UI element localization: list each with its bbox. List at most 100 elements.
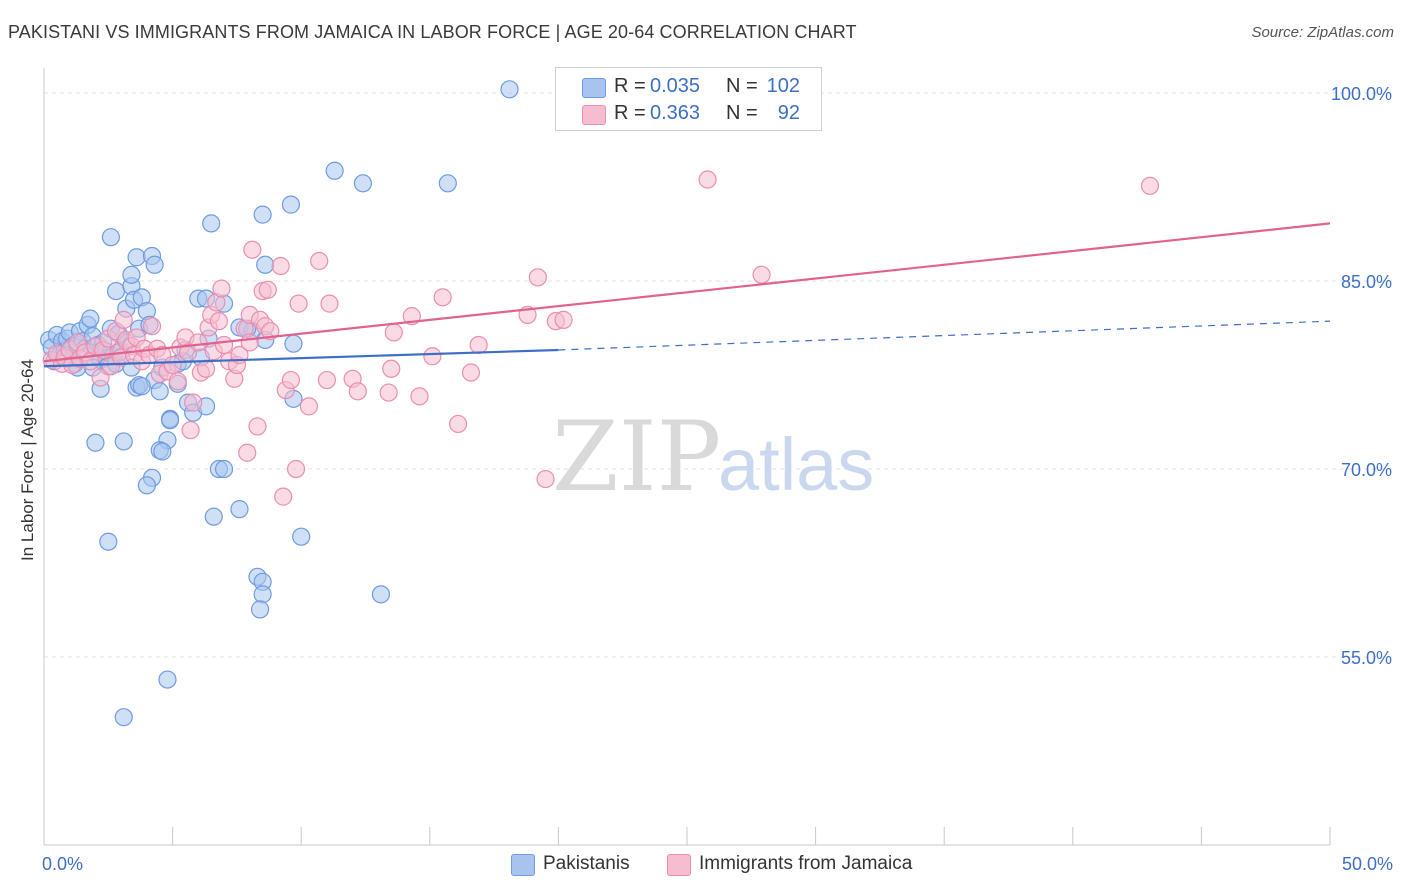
data-point — [253, 585, 272, 604]
data-point — [256, 255, 275, 274]
data-point — [91, 368, 110, 387]
data-point — [698, 170, 717, 189]
y-tick-label: 85.0% — [1341, 272, 1392, 292]
data-point — [145, 255, 164, 274]
source-credit: Source: ZipAtlas.com — [1251, 24, 1394, 41]
data-point — [248, 417, 267, 436]
trend-line-jamaica — [43, 222, 1331, 363]
watermark: ZIP atlas — [552, 401, 874, 513]
data-point — [86, 433, 105, 452]
data-point — [310, 251, 329, 271]
stats-box: R = 0.035 N = 102 R = 0.363 N = 92 — [555, 67, 822, 131]
data-point — [382, 359, 401, 378]
data-point — [127, 248, 146, 267]
n-label: N = — [726, 102, 758, 124]
axes — [43, 68, 1331, 846]
legend: Pakistanis Immigrants from Jamaica — [0, 852, 1406, 878]
data-point — [243, 240, 262, 259]
data-point — [160, 411, 180, 430]
data-point — [500, 80, 519, 99]
legend-label: Pakistanis — [543, 853, 630, 874]
x-tick-label: 0.0% — [42, 854, 83, 874]
stats-swatch-jamaica — [582, 105, 606, 125]
r-value: 0.035 — [650, 75, 701, 97]
data-point — [317, 370, 337, 390]
data-point — [292, 527, 311, 546]
data-point — [320, 294, 339, 313]
data-point — [168, 372, 187, 391]
data-point — [214, 335, 234, 355]
data-point — [163, 355, 182, 375]
data-point — [284, 334, 303, 353]
watermark-atlas: atlas — [718, 423, 874, 506]
stats-swatch-pakistanis — [582, 78, 606, 98]
r-label: R = — [614, 102, 646, 124]
data-point — [281, 370, 301, 390]
n-value: 92 — [777, 102, 800, 124]
data-point — [554, 310, 573, 329]
data-point — [114, 708, 133, 727]
r-value: 0.363 — [650, 102, 701, 124]
data-point — [438, 174, 457, 193]
gridlines — [44, 92, 1392, 658]
y-tick-labels: 55.0% 70.0% 85.0% 100.0% — [1331, 84, 1392, 668]
data-point — [325, 161, 344, 180]
data-point — [528, 268, 547, 287]
series-pakistanis — [40, 80, 519, 727]
data-point — [81, 309, 100, 328]
legend-swatch-jamaica — [667, 854, 691, 876]
data-point — [212, 279, 231, 298]
data-point — [153, 442, 172, 461]
data-point — [423, 347, 442, 366]
y-tick-label: 70.0% — [1341, 460, 1392, 480]
data-point — [410, 387, 429, 406]
data-point — [1140, 176, 1160, 195]
stats-row-jamaica: R = 0.363 N = 92 — [556, 100, 821, 128]
data-point — [158, 670, 177, 689]
y-tick-label: 100.0% — [1331, 84, 1392, 104]
data-point — [189, 333, 208, 352]
data-point — [99, 532, 118, 551]
data-point — [142, 317, 162, 336]
data-point — [261, 322, 280, 341]
trend-line-pakistanis-extension — [558, 320, 1331, 351]
data-point — [114, 310, 133, 329]
data-point — [132, 377, 151, 396]
data-point — [433, 288, 452, 307]
data-point — [204, 507, 223, 526]
data-point — [281, 195, 301, 214]
data-point — [101, 228, 120, 247]
data-point — [196, 359, 216, 378]
x-tick-labels: 0.0% 50.0% — [42, 854, 1393, 874]
data-point — [253, 205, 272, 224]
data-point — [536, 469, 555, 489]
data-point — [469, 335, 488, 355]
data-point — [114, 432, 133, 451]
data-point — [214, 459, 234, 479]
legend-label: Immigrants from Jamaica — [699, 853, 913, 874]
data-point — [250, 600, 270, 619]
data-point — [379, 383, 398, 402]
data-point — [184, 393, 203, 412]
n-label: N = — [726, 75, 758, 97]
data-point — [209, 312, 228, 331]
y-tick-label: 55.0% — [1341, 648, 1392, 668]
trend-line-pakistanis — [43, 348, 559, 368]
data-point — [371, 585, 391, 604]
data-point — [240, 333, 259, 352]
trend-lines — [43, 222, 1331, 368]
n-value: 102 — [766, 75, 800, 97]
data-point — [286, 459, 306, 479]
data-point — [181, 421, 200, 440]
data-point — [122, 265, 141, 284]
watermark-zip: ZIP — [552, 401, 721, 513]
data-point — [150, 382, 169, 401]
data-point — [258, 280, 277, 299]
data-point — [289, 294, 308, 313]
data-point — [202, 214, 221, 233]
data-point — [238, 443, 257, 462]
data-point — [299, 397, 319, 416]
r-label: R = — [614, 75, 646, 97]
data-point — [448, 414, 468, 434]
